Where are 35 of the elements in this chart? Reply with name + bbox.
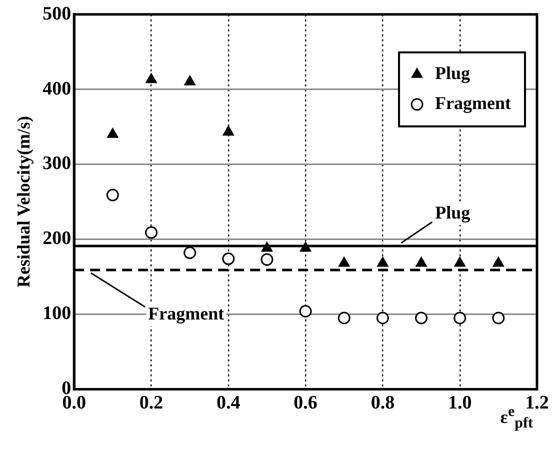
point [260,253,274,266]
point [377,257,388,267]
point [338,257,350,267]
point [454,257,466,267]
point [338,312,350,324]
y-axis-title: Residual Velocity(m/s) [13,116,34,288]
point [106,188,119,202]
point [184,246,196,260]
x-tick-label: 0.6 [294,392,318,414]
point [492,312,505,324]
point [454,312,466,324]
x-tick-label: 0.2 [139,392,164,414]
point [415,312,428,324]
point [145,226,158,239]
point [107,128,118,138]
point [222,252,235,266]
point [416,257,427,267]
x-tick-label: 0.4 [216,392,241,414]
y-tick-label: 400 [42,78,72,100]
point [146,73,157,84]
point [184,76,196,86]
point [376,312,389,324]
y-tick-label: 500 [42,3,72,24]
legend-label: Fragment [435,93,512,114]
y-tick-label: 300 [42,153,72,174]
y-tick-label: 200 [42,228,72,250]
ref-line-label: Plug [435,202,470,223]
x-tick-label: 1.0 [448,392,472,414]
y-tick-label: 100 [42,303,72,324]
ref-line-label: Fragment [148,304,224,324]
point [299,304,312,318]
legend-label: Plug [435,63,470,84]
x-tick-label: 0.8 [370,392,395,414]
point [492,257,504,267]
point [222,126,234,136]
